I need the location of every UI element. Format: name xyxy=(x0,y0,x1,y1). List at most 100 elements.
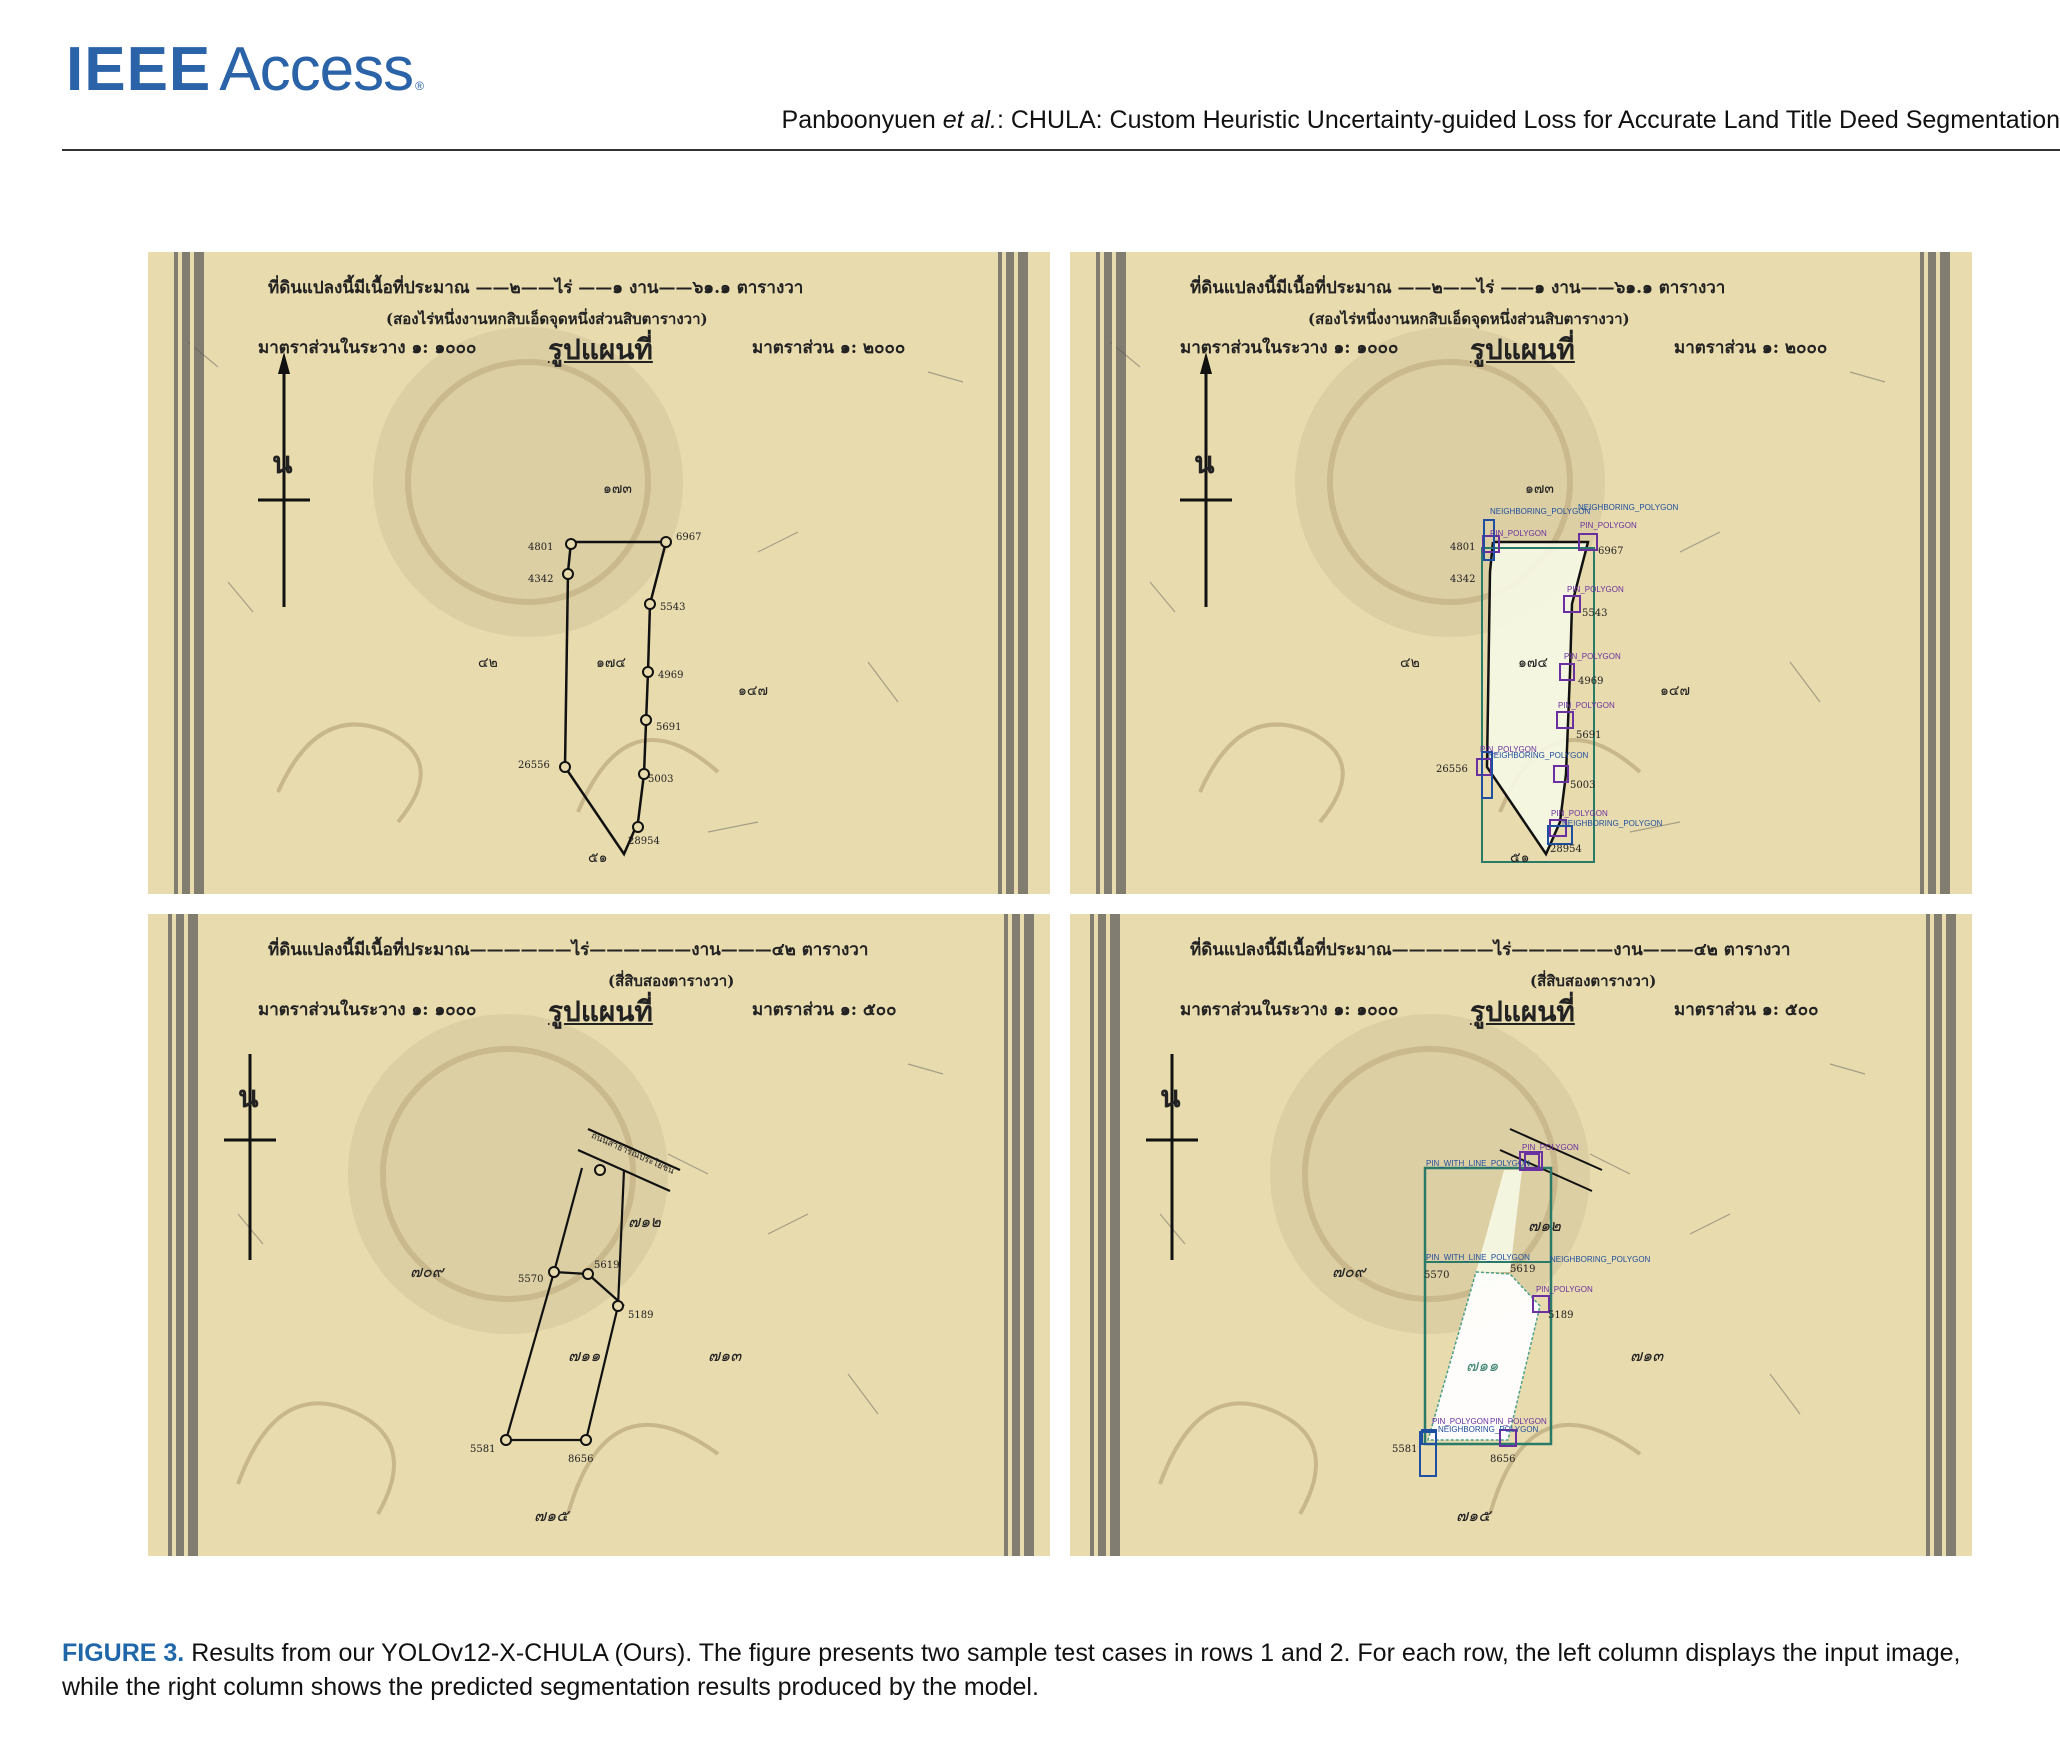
deed2-parcel-a: ๗๐๙ xyxy=(410,1262,444,1281)
deed1-pin: 26556 xyxy=(1436,764,1468,775)
deed2-pin: 5619 xyxy=(1510,1264,1536,1275)
deed2-pin: 5581 xyxy=(470,1444,496,1455)
deed1-map-title: รูปแผนที่ xyxy=(548,333,653,366)
deed2-pin: 5189 xyxy=(1548,1310,1574,1321)
deed1-prediction-drawing: NEIGHBORING_POLYGON NEIGHBORING_POLYGON … xyxy=(1070,252,1972,894)
deed1-scale-right: มาตราส่วน ๑: ๒๐๐๐ xyxy=(752,338,906,358)
deed2-parcel-b: ๗๑๒ xyxy=(1528,1216,1561,1235)
running-head-etal: et al. xyxy=(942,106,997,134)
header-rule xyxy=(62,149,2060,151)
deed2-prediction-drawing: PIN_WITH_LINE_POLYGON PIN_WITH_LINE_POLY… xyxy=(1070,914,1972,1556)
deed2-scale-right: มาตราส่วน ๑: ๕๐๐ xyxy=(752,1000,897,1020)
deed1-pin: 4969 xyxy=(1578,676,1604,687)
deed2-pin: 8656 xyxy=(1490,1454,1516,1465)
running-head-title: : CHULA: Custom Heuristic Uncertainty-gu… xyxy=(996,106,2060,134)
label-neighboring: NEIGHBORING_POLYGON xyxy=(1490,507,1591,516)
deed2-pin: 5570 xyxy=(1424,1270,1450,1281)
deed2-prediction-panel: PIN_WITH_LINE_POLYGON PIN_WITH_LINE_POLY… xyxy=(1070,914,1972,1556)
deed2-parcel-d: ๗๑๕ xyxy=(1456,1506,1491,1525)
label-pin: PIN_POLYGON xyxy=(1567,585,1624,594)
deed1-area-words: (สองไร่หนึ่งงานหกสิบเอ็ดจุดหนึ่งส่วนสิบต… xyxy=(386,310,708,328)
deed2-parcel-center: ๗๑๑ xyxy=(1466,1356,1499,1375)
label-neighboring: NEIGHBORING_POLYGON xyxy=(1488,751,1589,760)
deed1-north-label: น xyxy=(1194,446,1215,481)
label-pin: PIN_POLYGON xyxy=(1564,652,1621,661)
deed1-north-label: น xyxy=(272,446,293,481)
deed2-map-title: รูปแผนที่ xyxy=(1470,995,1575,1028)
deed2-scale-left: มาตราส่วนในระวาง ๑: ๑๐๐๐ xyxy=(258,1000,477,1020)
deed1-parcel-right: ๑๔๗ xyxy=(1660,683,1691,699)
deed1-area-words: (สองไร่หนึ่งงานหกสิบเอ็ดจุดหนึ่งส่วนสิบต… xyxy=(1308,310,1630,328)
deed2-pin: 5581 xyxy=(1392,1444,1418,1455)
deed2-area-words: (สี่สิบสองตารางวา) xyxy=(1530,972,1657,990)
deed1-parcel-bottom: ๕๑ xyxy=(1510,850,1530,866)
deed2-parcel-c: ๗๑๓ xyxy=(708,1346,742,1365)
deed1-pin: 6967 xyxy=(1598,546,1624,557)
label-pin-with-line: PIN_WITH_LINE_POLYGON xyxy=(1426,1253,1530,1262)
label-neighboring: NEIGHBORING_POLYGON xyxy=(1438,1425,1539,1434)
deed1-input-panel: ที่ดินแปลงนี้มีเนื้อที่ประมาณ ——๒——ไร่ —… xyxy=(148,252,1050,894)
label-pin: PIN_POLYGON xyxy=(1432,1417,1489,1426)
label-pin: PIN_POLYGON xyxy=(1580,521,1637,530)
deed2-parcel-c: ๗๑๓ xyxy=(1630,1346,1664,1365)
label-pin: PIN_POLYGON xyxy=(1536,1285,1593,1294)
deed1-pin: 4342 xyxy=(1450,574,1476,585)
figure-caption: FIGURE 3. Results from our YOLOv12-X-CHU… xyxy=(62,1636,2002,1704)
deed1-parcel-center: ๑๗๔ xyxy=(1518,655,1549,671)
figure-label: FIGURE 3. xyxy=(62,1639,185,1667)
deed1-pin: 6967 xyxy=(676,532,702,543)
deed1-parcel-bottom: ๕๑ xyxy=(588,850,608,866)
deed1-parcel-top: ๑๗๓ xyxy=(603,481,632,497)
label-pin: PIN_POLYGON xyxy=(1522,1143,1579,1152)
logo-access-text: Access xyxy=(219,35,414,104)
deed1-parcel-top: ๑๗๓ xyxy=(1525,481,1554,497)
deed2-parcel-a: ๗๐๙ xyxy=(1332,1262,1366,1281)
deed2-scale-left: มาตราส่วนในระวาง ๑: ๑๐๐๐ xyxy=(1180,1000,1399,1020)
figure-caption-text: Results from our YOLOv12-X-CHULA (Ours).… xyxy=(62,1639,1961,1701)
logo-trademark: ® xyxy=(415,79,424,93)
deed1-map-title: รูปแผนที่ xyxy=(1470,333,1575,366)
deed2-parcel-d: ๗๑๕ xyxy=(534,1506,569,1525)
deed1-pin: 5543 xyxy=(660,602,686,613)
label-neighboring: NEIGHBORING_POLYGON xyxy=(1562,819,1663,828)
deed1-area-line: ที่ดินแปลงนี้มีเนื้อที่ประมาณ ——๒——ไร่ —… xyxy=(268,278,804,298)
deed1-pin: 5691 xyxy=(1576,730,1602,741)
deed1-pin: 28954 xyxy=(628,836,660,847)
deed1-pin: 5003 xyxy=(1570,780,1596,791)
deed1-scale-left: มาตราส่วนในระวาง ๑: ๑๐๐๐ xyxy=(1180,338,1399,358)
deed1-parcel-center: ๑๗๔ xyxy=(596,655,627,671)
deed2-pin: 5619 xyxy=(594,1260,620,1271)
deed2-area-words: (สี่สิบสองตารางวา) xyxy=(608,972,735,990)
deed1-pin: 5691 xyxy=(656,722,682,733)
deed1-input-drawing xyxy=(148,252,1050,894)
running-head: Panboonyuen et al.: CHULA: Custom Heuris… xyxy=(640,106,2060,135)
label-pin: PIN_POLYGON xyxy=(1480,745,1537,754)
deed1-pin: 28954 xyxy=(1550,844,1582,855)
deed1-parcel-left: ๔๒ xyxy=(478,655,498,671)
deed2-north-label: น xyxy=(1160,1080,1181,1115)
deed2-pin: 5189 xyxy=(628,1310,654,1321)
deed1-parcel-right: ๑๔๗ xyxy=(738,683,769,699)
deed1-pin: 5003 xyxy=(648,774,674,785)
label-neighboring: NEIGHBORING_POLYGON xyxy=(1550,1255,1651,1264)
deed1-pin: 4342 xyxy=(528,574,554,585)
label-pin: PIN_POLYGON xyxy=(1558,701,1615,710)
deed2-parcel-b: ๗๑๒ xyxy=(628,1212,661,1231)
label-neighboring: NEIGHBORING_POLYGON xyxy=(1578,503,1679,512)
deed1-parcel-left: ๔๒ xyxy=(1400,655,1420,671)
deed1-pin: 4801 xyxy=(1450,542,1476,553)
deed1-pin: 26556 xyxy=(518,760,550,771)
deed1-pin: 4969 xyxy=(658,670,684,681)
deed1-scale-right: มาตราส่วน ๑: ๒๐๐๐ xyxy=(1674,338,1828,358)
deed2-parcel-center: ๗๑๑ xyxy=(568,1346,601,1365)
label-pin-with-line: PIN_WITH_LINE_POLYGON xyxy=(1426,1159,1530,1168)
journal-logo: IEEE Access ® xyxy=(66,34,424,104)
deed2-area-line: ที่ดินแปลงนี้มีเนื้อที่ประมาณ——————ไร่——… xyxy=(268,940,869,960)
deed2-input-drawing xyxy=(148,914,1050,1556)
label-pin: PIN_POLYGON xyxy=(1490,1417,1547,1426)
deed2-area-line: ที่ดินแปลงนี้มีเนื้อที่ประมาณ——————ไร่——… xyxy=(1190,940,1791,960)
deed2-pin: 8656 xyxy=(568,1454,594,1465)
deed2-north-label: น xyxy=(238,1080,259,1115)
label-pin: PIN_POLYGON xyxy=(1490,529,1547,538)
deed1-area-line: ที่ดินแปลงนี้มีเนื้อที่ประมาณ ——๒——ไร่ —… xyxy=(1190,278,1726,298)
